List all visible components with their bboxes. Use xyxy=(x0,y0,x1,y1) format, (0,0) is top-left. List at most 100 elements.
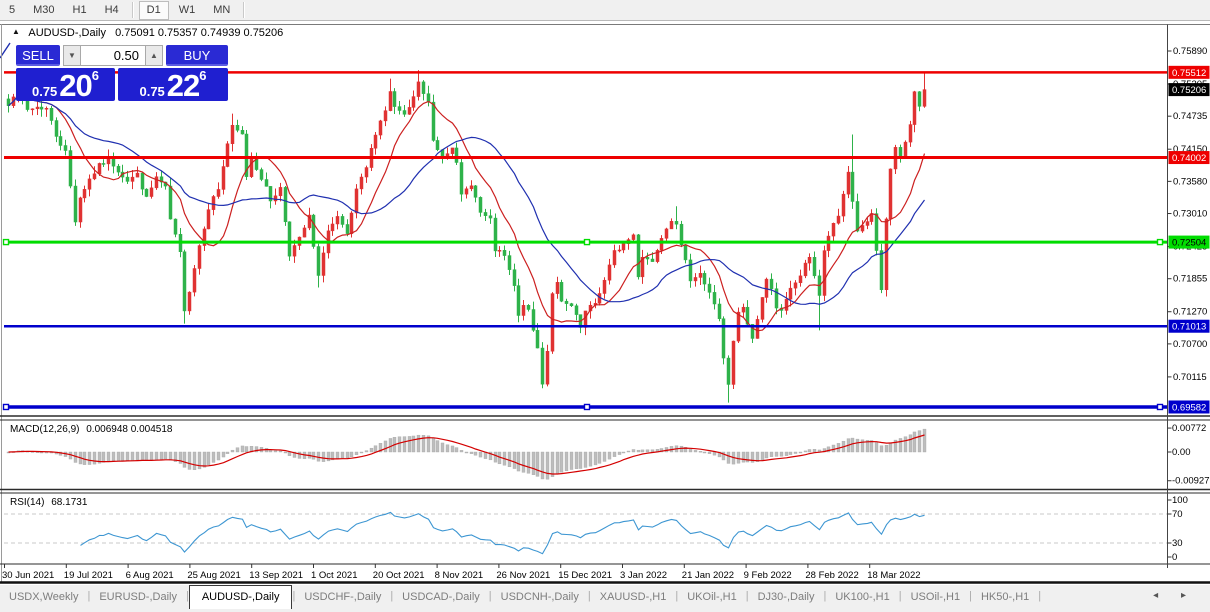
hline-handle[interactable] xyxy=(583,403,591,411)
x-axis-label: 30 Jun 2021 xyxy=(2,570,54,581)
tab-separator: | xyxy=(488,590,492,602)
tab-usoil-h1[interactable]: USOil-,H1 xyxy=(910,591,961,603)
x-axis-label: 20 Oct 2021 xyxy=(373,570,425,581)
sell-button[interactable]: SELL xyxy=(16,45,60,66)
x-axis-label: 19 Jul 2021 xyxy=(64,570,113,581)
svg-text:0.73580: 0.73580 xyxy=(1173,176,1207,187)
buy-button[interactable]: BUY xyxy=(166,45,228,66)
svg-text:0.70700: 0.70700 xyxy=(1173,339,1207,350)
tab-usdcad-daily[interactable]: USDCAD-,Daily xyxy=(402,591,480,603)
tab-ukoil-h1[interactable]: UKOil-,H1 xyxy=(687,591,737,603)
tab-usdx-weekly[interactable]: USDX,Weekly xyxy=(9,591,79,603)
tab-separator: | xyxy=(185,590,189,602)
buy-price-big-digits: 22 xyxy=(166,68,200,103)
tab-usdcnh-daily[interactable]: USDCNH-,Daily xyxy=(500,591,579,603)
lot-decrease-button[interactable]: ▼ xyxy=(63,45,81,66)
timeframe-button-h4[interactable]: H4 xyxy=(104,3,119,16)
timeframe-button-mn[interactable]: MN xyxy=(213,3,231,16)
svg-text:0.74735: 0.74735 xyxy=(1173,111,1207,122)
hline-handle[interactable] xyxy=(583,238,591,246)
x-axis-label: 25 Aug 2021 xyxy=(187,570,240,581)
x-axis-label: 15 Dec 2021 xyxy=(558,570,612,581)
hline-handle[interactable] xyxy=(1156,238,1164,246)
tab-separator: | xyxy=(745,590,749,602)
lot-increase-button[interactable]: ▲ xyxy=(145,45,163,66)
tab-separator: | xyxy=(969,590,972,602)
svg-text:0: 0 xyxy=(1172,552,1177,563)
rsi-name: RSI(14) xyxy=(10,497,45,508)
price-badge-0.69582 xyxy=(1168,400,1210,414)
macd-label: MACD(12,26,9) 0.006948 0.004518 xyxy=(10,424,172,435)
svg-text:0.69582: 0.69582 xyxy=(1172,402,1206,413)
triangle-up-icon: ▲ xyxy=(150,51,158,60)
chart-title: ▲ AUDUSD-,Daily 0.75091 0.75357 0.74939 … xyxy=(12,27,283,39)
macd-name: MACD(12,26,9) xyxy=(10,424,80,435)
tab-eurusd-daily[interactable]: EURUSD-,Daily xyxy=(99,591,177,603)
price-badge-0.75206 xyxy=(1168,83,1210,97)
svg-text:0.74150: 0.74150 xyxy=(1173,144,1207,155)
hline-handle[interactable] xyxy=(1156,403,1164,411)
timeframe-button-w1[interactable]: W1 xyxy=(178,3,196,16)
tab-usdchf-daily[interactable]: USDCHF-,Daily xyxy=(304,591,382,603)
svg-text:0.00: 0.00 xyxy=(1172,447,1191,458)
svg-text:0.71270: 0.71270 xyxy=(1173,307,1207,318)
tab-scroll-arrows[interactable]: ◂ ▸ xyxy=(1153,590,1196,601)
svg-text:30: 30 xyxy=(1172,538,1183,549)
timeframe-button-m30[interactable]: M30 xyxy=(33,3,55,16)
tab-uk100-h1[interactable]: UK100-,H1 xyxy=(835,591,890,603)
toolbar-separator xyxy=(243,2,246,18)
sell-price-display[interactable]: 0.75 20 6 xyxy=(16,68,115,101)
tab-separator: | xyxy=(675,590,679,602)
hline-handle[interactable] xyxy=(2,403,10,411)
svg-text:0.75512: 0.75512 xyxy=(1172,68,1206,79)
price-badge-0.75512 xyxy=(1168,65,1210,79)
timeframe-button-h1[interactable]: H1 xyxy=(72,3,87,16)
price-badge-0.74002 xyxy=(1168,151,1210,165)
svg-text:0.70115: 0.70115 xyxy=(1173,372,1207,383)
x-axis-label: 1 Oct 2021 xyxy=(311,570,357,581)
tab-separator: | xyxy=(898,590,902,602)
timeframe-button-d1[interactable]: D1 xyxy=(138,0,169,20)
price-badge-0.72504 xyxy=(1168,235,1210,249)
hline-handle[interactable] xyxy=(2,238,10,246)
tab-separator: | xyxy=(87,590,91,602)
buy-price-pip-digit: 6 xyxy=(199,68,207,83)
symbol-tabbar: USDX,Weekly | EURUSD-,Daily | AUDUSD-,Daily |… xyxy=(0,585,1210,612)
rsi-value: 68.1731 xyxy=(51,497,88,508)
x-axis-label: 28 Feb 2022 xyxy=(805,570,858,581)
timeframe-button-5[interactable]: 5 xyxy=(9,3,16,16)
svg-text:0.71013: 0.71013 xyxy=(1172,322,1206,333)
buy-price-display[interactable]: 0.75 22 6 xyxy=(118,68,228,101)
svg-text:100: 100 xyxy=(1172,495,1188,506)
x-axis-label: 18 Mar 2022 xyxy=(867,570,920,581)
tab-audusd-daily[interactable]: AUDUSD-,Daily xyxy=(188,585,293,609)
triangle-down-icon: ▼ xyxy=(68,51,76,60)
tab-hk50-h1[interactable]: HK50-,H1 xyxy=(980,591,1030,603)
svg-text:0.00772: 0.00772 xyxy=(1172,423,1206,434)
svg-text:-0.00927: -0.00927 xyxy=(1172,476,1210,487)
svg-text:0.72504: 0.72504 xyxy=(1172,238,1206,249)
svg-text:70: 70 xyxy=(1172,509,1183,520)
timeframe-toolbar: 5 M30 H1 H4 D1 W1 MN xyxy=(0,0,1210,21)
toolbar-separator xyxy=(131,2,134,18)
x-axis-label: 3 Jan 2022 xyxy=(620,570,667,581)
rsi-label: RSI(14) 68.1731 xyxy=(10,497,87,508)
sell-price-pip-digit: 6 xyxy=(91,68,100,83)
x-axis-label: 8 Nov 2021 xyxy=(435,570,484,581)
tab-separator: | xyxy=(823,590,827,602)
tab-xauusd-h1[interactable]: XAUUSD-,H1 xyxy=(599,591,667,603)
svg-text:0.73010: 0.73010 xyxy=(1173,209,1207,220)
x-axis-label: 21 Jan 2022 xyxy=(682,570,734,581)
macd-values: 0.006948 0.004518 xyxy=(86,424,173,435)
tab-dj30-daily[interactable]: DJ30-,Daily xyxy=(757,591,815,603)
tab-separator: | xyxy=(1038,590,1042,602)
lot-size-input[interactable] xyxy=(81,45,145,66)
price-badge-0.71013 xyxy=(1168,319,1210,333)
sell-price-big-digits: 20 xyxy=(59,68,92,103)
svg-text:0.74002: 0.74002 xyxy=(1172,153,1206,164)
x-axis-label: 13 Sep 2021 xyxy=(249,570,303,581)
tab-separator: | xyxy=(587,590,591,602)
collapse-triangle-icon[interactable]: ▲ xyxy=(12,27,20,36)
